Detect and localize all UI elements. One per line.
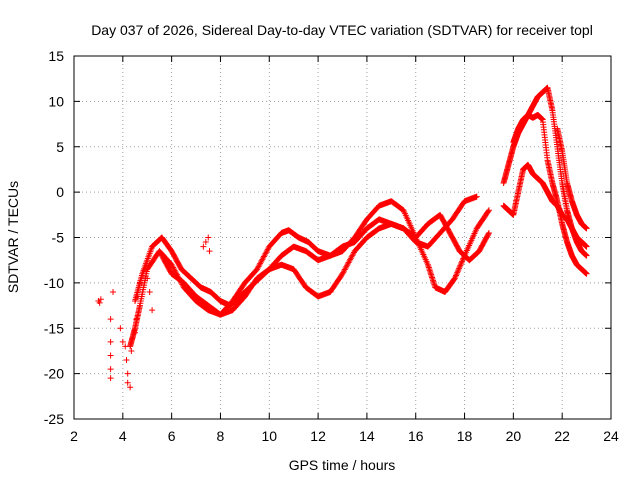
y-tick-label: -25 [44, 411, 64, 427]
data-point [200, 243, 207, 250]
data-point [454, 268, 461, 275]
data-point [119, 338, 126, 345]
x-tick-label: 6 [168, 428, 176, 444]
data-point [117, 325, 124, 332]
data-point [122, 343, 129, 350]
data-point [583, 243, 590, 250]
data-point [146, 288, 153, 295]
series-early-scatter [95, 234, 213, 391]
data-point [110, 288, 117, 295]
x-tick-label: 20 [506, 428, 522, 444]
data-point [107, 338, 114, 345]
series-arc-c [158, 193, 480, 318]
x-tick-label: 8 [217, 428, 225, 444]
data-point [485, 229, 492, 236]
data-point [107, 375, 114, 382]
data-point [124, 370, 131, 377]
y-tick-label: -15 [44, 320, 64, 336]
data-point [583, 270, 590, 277]
x-tick-label: 12 [310, 428, 326, 444]
x-tick-label: 4 [119, 428, 127, 444]
data-point [107, 316, 114, 323]
data-point [134, 293, 141, 300]
data-point [583, 225, 590, 232]
axis-ticks [73, 55, 612, 420]
series-arc-e [500, 161, 590, 250]
chart-title: Day 037 of 2026, Sidereal Day-to-day VTE… [91, 22, 593, 38]
data-point [459, 256, 466, 263]
x-tick-label: 18 [457, 428, 473, 444]
data-point [132, 329, 139, 336]
y-tick-label: 5 [56, 139, 64, 155]
y-tick-label: -20 [44, 366, 64, 382]
data-point [583, 252, 590, 259]
data-point [128, 347, 135, 354]
data-point [485, 208, 492, 215]
y-tick-label: 15 [48, 48, 64, 64]
data-point [453, 271, 460, 278]
x-tick-label: 2 [70, 428, 78, 444]
data-point [144, 275, 151, 282]
data-point [205, 234, 212, 241]
data-point [452, 273, 459, 280]
x-axis-title: GPS time / hours [289, 457, 396, 473]
x-tick-label: 24 [603, 428, 619, 444]
data-point [453, 272, 460, 279]
data-point [457, 262, 464, 269]
y-tick-labels: -25 -20 -15 -10 -5 0 5 10 15 [44, 48, 64, 427]
data-point [124, 379, 131, 386]
grid [74, 56, 611, 419]
y-axis-title: SDTVAR / TECUs [5, 181, 21, 293]
data-point [456, 263, 463, 270]
data-point [97, 296, 104, 303]
data-point [457, 261, 464, 268]
y-tick-label: -10 [44, 275, 64, 291]
data-marks [95, 84, 590, 391]
data-point [149, 307, 156, 314]
data-point [107, 366, 114, 373]
x-tick-label: 10 [261, 428, 277, 444]
data-point [123, 357, 130, 364]
data-point [455, 266, 462, 273]
y-tick-label: 0 [56, 184, 64, 200]
x-tick-labels: 2 4 6 8 10 12 14 16 18 20 22 24 [70, 428, 619, 444]
data-point [136, 279, 143, 286]
data-point [458, 259, 465, 266]
data-point [485, 231, 492, 238]
data-point [454, 269, 461, 276]
data-point [456, 265, 463, 272]
y-tick-label: -5 [52, 230, 65, 246]
data-point [96, 299, 103, 306]
x-tick-label: 22 [554, 428, 570, 444]
data-point [459, 258, 466, 265]
series-arc-f [510, 111, 590, 277]
data-point [141, 266, 148, 273]
data-point [202, 239, 209, 246]
y-tick-label: 10 [48, 93, 64, 109]
data-point [107, 352, 114, 359]
data-point [133, 316, 140, 323]
data-point [127, 384, 134, 391]
series-arc-g [554, 125, 590, 232]
data-point [485, 207, 492, 214]
x-tick-label: 14 [359, 428, 375, 444]
data-point [451, 275, 458, 282]
x-tick-label: 16 [408, 428, 424, 444]
data-point [206, 248, 213, 255]
data-point [473, 193, 480, 200]
